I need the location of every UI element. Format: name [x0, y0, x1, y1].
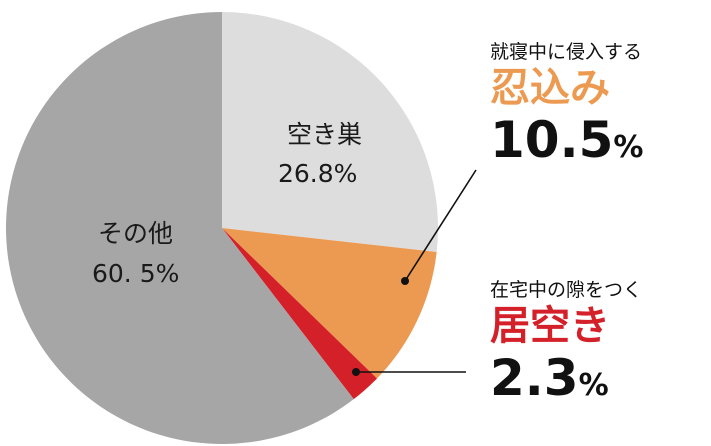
callout-igaki-description: 在宅中の隙をつく [490, 279, 643, 301]
callout-igaki-name: 居空き [490, 303, 610, 349]
leader-lines [352, 169, 477, 376]
pie-slices [5, 12, 438, 444]
leader-dot-shinobikomi [401, 277, 409, 285]
callout-shinobikomi: 就寝中に侵入する 忍込み 10.5% [490, 40, 643, 176]
slice-shinobikomi [222, 228, 437, 379]
callout-shinobikomi-description: 就寝中に侵入する [490, 41, 643, 63]
callout-shinobikomi-percent: 10.5% [490, 112, 643, 176]
callout-shinobikomi-name: 忍込み [490, 65, 610, 111]
callout-igaki-unit: % [578, 368, 609, 403]
callout-igaki: 在宅中の隙をつく 居空き 2.3% [490, 278, 642, 414]
slice-value-akisu: 26.8% [278, 159, 357, 188]
slice-sonota [5, 12, 354, 444]
slice-label-sonota: その他 [98, 219, 173, 248]
slice-value-sonota: 60. 5% [92, 259, 179, 288]
slice-igaki [222, 228, 377, 400]
callout-igaki-value: 2.3 [490, 349, 579, 407]
slice-akisu [222, 12, 438, 253]
leader-dot-igaki [352, 368, 360, 376]
callout-shinobikomi-value: 10.5 [490, 111, 614, 169]
callout-shinobikomi-unit: % [613, 130, 644, 165]
callout-igaki-percent: 2.3% [490, 350, 642, 414]
slice-label-akisu: 空き巣 [287, 120, 362, 149]
leader-line-shinobikomi [404, 169, 477, 282]
